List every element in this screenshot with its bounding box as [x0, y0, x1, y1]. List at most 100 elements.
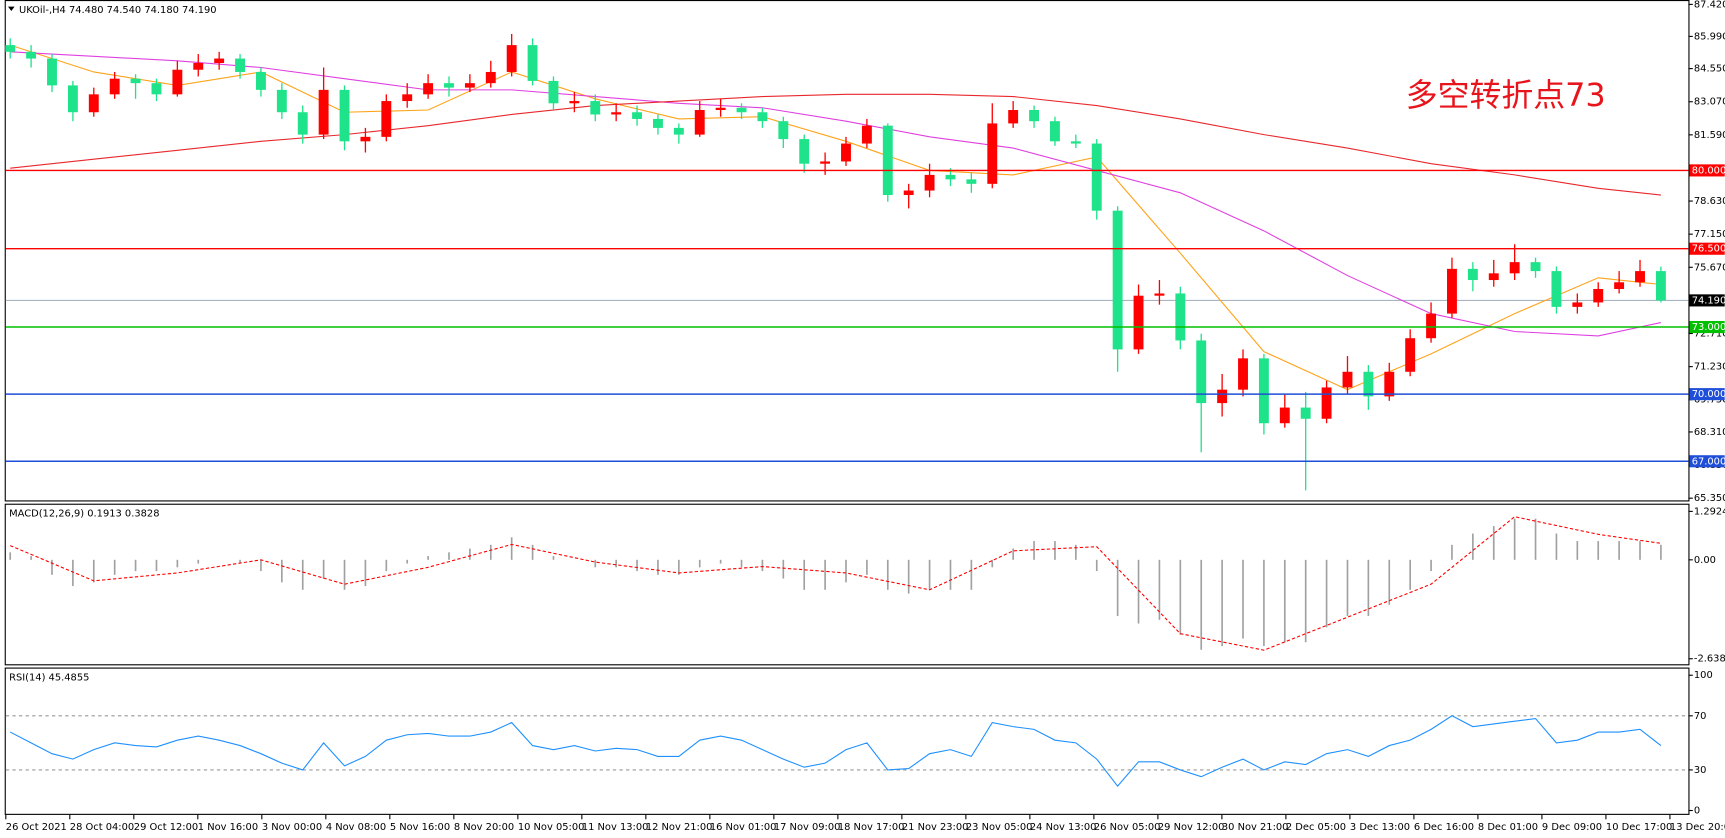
y-tick-label: 87.420 — [1694, 0, 1725, 10]
x-tick-label: 4 Nov 08:00 — [326, 822, 386, 833]
candle-body — [1112, 210, 1123, 350]
x-tick-label: 26 Oct 2021 — [6, 822, 67, 833]
candle-body — [339, 89, 350, 142]
x-tick-label: 26 Nov 05:00 — [1094, 822, 1161, 833]
level-label: 73.000 — [1692, 322, 1725, 333]
plot-layer: 87.420 85.990 84.550 83.070 81.590 78.630 77.1… — [5, 0, 1725, 833]
x-tick-label: 29 Nov 12:00 — [1158, 822, 1225, 833]
candle-body — [1614, 282, 1625, 289]
level-label-box — [1689, 242, 1725, 255]
y-tick-label: 85.990 — [1694, 31, 1725, 42]
candle-body — [1426, 313, 1437, 339]
candle-body — [255, 71, 266, 90]
level-label: 70.000 — [1692, 389, 1725, 400]
y-tick-label: 75.670 — [1694, 262, 1725, 273]
candle-body — [1467, 268, 1478, 281]
level-label: 76.500 — [1692, 244, 1725, 255]
candle-body — [1279, 407, 1290, 424]
candle-body — [1655, 271, 1666, 301]
x-tick-label: 3 Dec 13:00 — [1350, 822, 1410, 833]
level-label: 80.000 — [1692, 165, 1725, 176]
candle-body — [318, 89, 329, 135]
candle-body — [1091, 143, 1102, 211]
candle-body — [1363, 371, 1374, 397]
x-tick-label: 12 Nov 21:00 — [646, 822, 713, 833]
x-tick-label: 2 Dec 05:00 — [1286, 822, 1346, 833]
y-tick-label: 78.630 — [1694, 196, 1725, 207]
x-tick-label: 10 Dec 17:00 — [1606, 822, 1672, 833]
moving-average — [10, 51, 1662, 337]
candle-body — [590, 101, 601, 115]
x-tick-label: 1 Nov 16:00 — [198, 822, 258, 833]
candle-body — [47, 58, 57, 86]
x-tick-label: 17 Nov 09:00 — [774, 822, 841, 833]
rsi-line — [9, 715, 1662, 788]
x-tick-label: 3 Nov 00:00 — [262, 822, 322, 833]
candle-body — [130, 78, 141, 84]
candle-body — [1384, 371, 1395, 397]
candle-body — [736, 107, 747, 113]
candle-body — [5, 45, 16, 52]
x-tick-label: 29 Oct 12:00 — [134, 822, 198, 833]
candle-body — [151, 83, 162, 95]
candle-body — [235, 58, 245, 72]
y-tick-label: 30 — [1694, 765, 1707, 776]
chart-header: UKOil-,H4 74.480 74.540 74.180 74.190 — [19, 5, 217, 16]
level-label-box — [1689, 164, 1725, 177]
y-tick-label: 0.00 — [1694, 555, 1716, 566]
candle-body — [799, 139, 810, 164]
candle-body — [548, 80, 559, 104]
x-tick-label: 9 Dec 09:00 — [1542, 822, 1602, 833]
candle-body — [26, 51, 37, 59]
rsi-label: RSI(14) 45.4855 — [9, 672, 89, 683]
x-tick-label: 10 Nov 05:00 — [518, 822, 585, 833]
y-tick-label: 72.710 — [1694, 329, 1725, 340]
candle-body — [402, 94, 413, 102]
candle-body — [1488, 273, 1499, 281]
candle-body — [360, 136, 371, 142]
candle-body — [485, 71, 496, 84]
candle-body — [1321, 387, 1332, 419]
candle-body — [1530, 262, 1541, 272]
level-label-box — [1689, 388, 1725, 401]
x-tick-label: 5 Nov 16:00 — [390, 822, 450, 833]
candle-body — [632, 112, 643, 119]
candle-body — [841, 143, 851, 162]
x-tick-label: 30 Nov 21:00 — [1222, 822, 1289, 833]
candle-body — [423, 83, 434, 95]
candle-body — [987, 123, 998, 184]
x-tick-label: 28 Oct 04:00 — [70, 822, 134, 833]
x-tick-label: 11 Nov 13:00 — [582, 822, 649, 833]
macd-label: MACD(12,26,9) 0.1913 0.3828 — [9, 509, 159, 520]
x-tick-label: 13 Dec 20:00 — [1670, 822, 1725, 833]
x-tick-label: 8 Dec 01:00 — [1478, 822, 1538, 833]
candle-body — [1551, 271, 1562, 307]
candle-body — [444, 83, 454, 88]
candle-body — [214, 58, 225, 64]
x-tick-label: 8 Nov 20:00 — [454, 822, 514, 833]
candle-body — [172, 69, 183, 95]
candle-body — [1217, 389, 1228, 404]
y-tick-label: 69.750 — [1694, 395, 1725, 406]
candle-body — [903, 190, 914, 196]
candle-body — [569, 101, 580, 104]
candle-body — [1342, 371, 1353, 388]
candle-body — [1050, 121, 1060, 142]
candle-body — [778, 121, 789, 140]
y-tick-label: 71.230 — [1694, 362, 1725, 373]
y-tick-label: 83.070 — [1694, 97, 1725, 108]
candle-body — [1196, 340, 1207, 404]
y-tick-label: 68.310 — [1694, 427, 1725, 438]
candle-body — [297, 112, 308, 135]
x-tick-label: 23 Nov 05:00 — [966, 822, 1033, 833]
candle-body — [757, 112, 768, 122]
y-tick-label: 65.350 — [1694, 493, 1725, 504]
candle-body — [882, 125, 893, 196]
y-tick-label: 100 — [1694, 670, 1713, 681]
macd-panel — [4, 503, 1690, 666]
main-panel — [4, 0, 1690, 502]
x-tick-label: 21 Nov 23:00 — [902, 822, 969, 833]
candle-body — [1447, 268, 1457, 314]
y-tick-label: 70 — [1694, 711, 1707, 722]
